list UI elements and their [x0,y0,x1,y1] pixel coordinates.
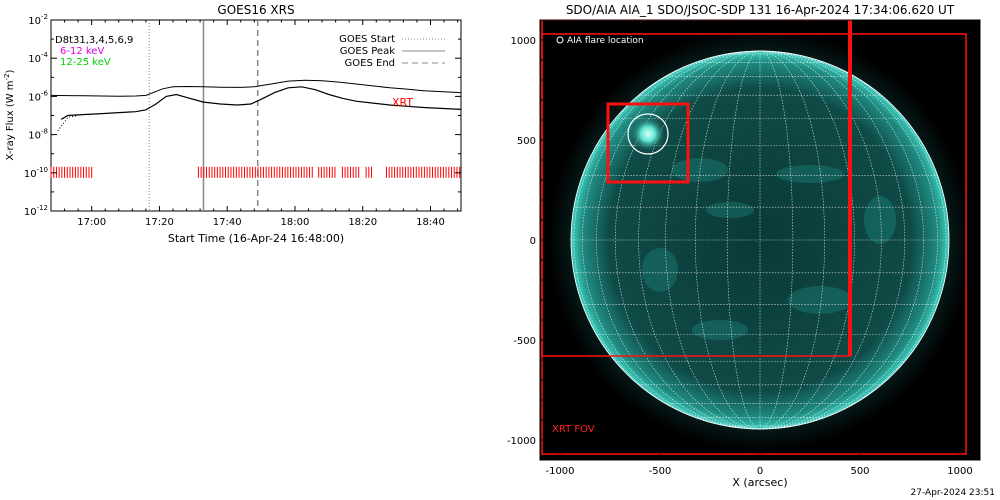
longitude-line [695,50,761,430]
goes-x-tick-label: 17:40 [213,217,242,228]
longitude-line [595,50,761,430]
longitude-line [759,50,938,430]
aia-active-regions [642,158,896,340]
longitude-line [582,50,761,430]
aia-y-tick-label: 1000 [511,36,536,47]
goes-x-ticks: 17:00 17:20 17:40 18:00 18:20 18:40 [50,20,459,228]
goes-x-tick-label: 17:00 [77,217,106,228]
legend-goes-start: GOES Start [339,34,395,45]
aia-heliographic-grid [570,50,950,430]
aia-y-tick-label: 500 [517,136,536,147]
goes-info-dets: D8t31,3,4,5,6,9 [55,35,133,46]
flare-legend-text: AIA flare location [567,36,644,46]
coronal-bright-patch [864,196,896,244]
longitude-line [759,50,947,430]
flare-glow [630,116,666,152]
goes-legend: GOES Start GOES Peak GOES End [339,34,445,69]
goes-y-tick-label: 10-4 [28,51,48,65]
goes-series-1 [60,86,462,120]
goes-x-tick-label: 18:20 [348,217,377,228]
aia-x-tick-label: -1000 [545,466,574,477]
aia-x-tick-label: -500 [649,466,672,477]
coronal-bright-patch [692,320,748,340]
goes-x-tick-label: 18:00 [281,217,310,228]
goes-info-low-band: 6-12 keV [60,46,104,57]
goes-ylabel: X-ray Flux (W m-2) [3,69,16,160]
aia-image-area [540,20,980,460]
legend-goes-peak: GOES Peak [340,46,395,57]
goes-series-group [50,79,462,132]
goes-series-2 [57,115,79,132]
goes-title: GOES16 XRS [217,3,294,17]
coronal-bright-patch [776,165,844,183]
aia-x-ticks: -1000 -500 0 500 1000 [545,20,973,477]
limb-line [570,50,950,430]
goes-ylabel-main: X-ray Flux (W m [5,80,16,160]
longitude-line [759,50,906,430]
goes-info-high-band: 12-25 keV [60,57,111,68]
longitude-line [759,50,855,430]
goes-xlabel: Start Time (16-Apr-24 16:48:00) [168,232,344,245]
longitude-line [759,50,882,430]
aia-y-tick-label: 0 [530,236,536,247]
goes-info-labels: D8t31,3,4,5,6,9 6-12 keV 12-25 keV [55,35,133,68]
goes-y-tick-label: 10-12 [24,204,48,218]
goes-y-ticks: 10-12 10-10 10-8 10-6 10-4 10-2 [24,13,461,218]
goes-y-tick-label: 10-2 [28,13,48,27]
xrt-fov-label: XRT FOV [552,424,595,435]
legend-goes-end: GOES End [345,58,395,69]
goes-y-tick-label: 10-6 [28,89,48,103]
longitude-line [638,50,761,430]
goes-series-0 [50,79,462,97]
aia-x-tick-label: 500 [850,466,869,477]
goes-x-tick-label: 18:40 [416,217,445,228]
longitude-line [759,50,825,430]
aia-y-tick-label: -500 [513,336,536,347]
longitude-line [759,50,925,430]
aia-x-tick-label: 0 [757,466,763,477]
aia-flare-legend: AIA flare location [556,36,644,46]
goes-xrt-label: XRT [392,96,413,109]
aia-image-chart: SDO/AIA AIA_1 SDO/JSOC-SDP 131 16-Apr-20… [507,3,995,498]
flare-legend-marker [556,36,564,44]
coronal-bright-patch [672,158,728,182]
aia-title: SDO/AIA AIA_1 SDO/JSOC-SDP 131 16-Apr-20… [566,3,955,17]
longitude-line [614,50,761,430]
goes-ylabel-close: ) [5,69,16,73]
flare-location-circle [627,113,669,155]
aia-timestamp: 27-Apr-2024 23:51 [911,488,995,498]
aia-y-ticks: -1000 -500 0 500 1000 [507,36,980,447]
coronal-bright-patch [706,202,754,218]
coronal-bright-patch [642,248,678,292]
aia-x-tick-label: 1000 [947,466,972,477]
aia-xlabel: X (arcsec) [732,476,787,489]
aia-y-tick-label: -1000 [507,436,536,447]
xrt-coverage-segment [51,167,93,178]
flare-box [606,102,690,184]
goes-ylabel-sup: -2 [3,73,11,80]
longitude-line [665,50,761,430]
goes-y-tick-label: 10-8 [28,128,48,142]
goes-event-lines [148,20,259,211]
goes-xrs-chart: GOES16 XRS 17:00 17:20 17:40 18:00 18:20 18:4… [3,3,462,245]
xrt-coverage-bar [50,166,461,178]
coronal-bright-patch [788,286,852,314]
goes-x-tick-label: 17:20 [145,217,174,228]
goes-plot-frame [50,19,462,212]
longitude-line [573,50,761,430]
goes-y-tick-label: 10-10 [24,166,48,180]
